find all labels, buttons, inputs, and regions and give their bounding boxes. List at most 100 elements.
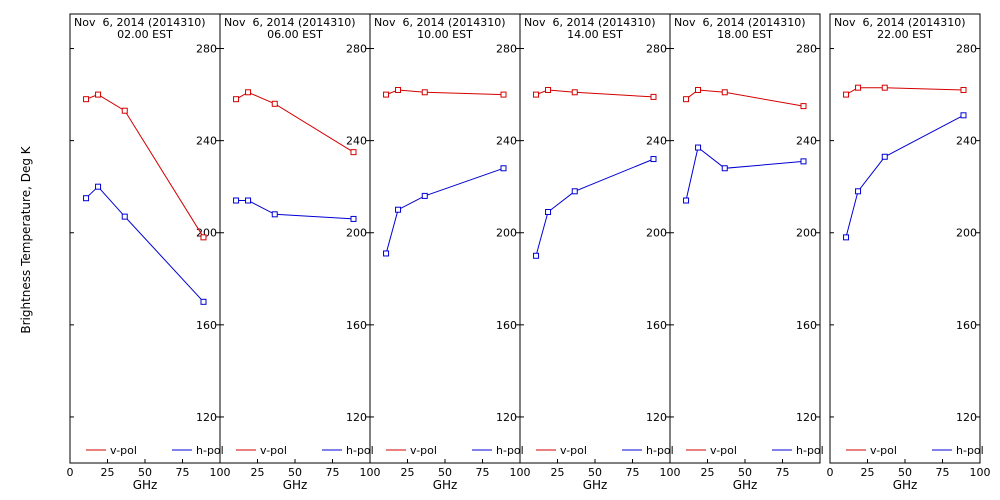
legend-label-v-pol: v-pol bbox=[110, 444, 137, 457]
panel-time-title: 02.00 EST bbox=[117, 28, 173, 41]
series-line-v-pol bbox=[535, 89, 654, 98]
data-point-h-pol bbox=[960, 112, 967, 119]
y-tick-label: 200 bbox=[496, 227, 517, 240]
series-line-h-pol bbox=[535, 158, 654, 256]
panel-time-title: 18.00 EST bbox=[717, 28, 773, 41]
x-tick-label: 50 bbox=[438, 466, 452, 479]
y-tick-label: 280 bbox=[796, 43, 817, 56]
x-tick-label: 50 bbox=[138, 466, 152, 479]
legend-label-h-pol: h-pol bbox=[956, 444, 984, 457]
panel-time-title: 14.00 EST bbox=[567, 28, 623, 41]
x-tick-label: 75 bbox=[326, 466, 340, 479]
y-tick-label: 120 bbox=[646, 411, 667, 424]
y-tick-label: 280 bbox=[346, 43, 367, 56]
x-axis-title: GHz bbox=[133, 478, 158, 492]
panel-time-title: 10.00 EST bbox=[417, 28, 473, 41]
y-tick-label: 200 bbox=[346, 227, 367, 240]
y-tick-label: 280 bbox=[496, 43, 517, 56]
y-tick-label: 120 bbox=[496, 411, 517, 424]
legend-label-v-pol: v-pol bbox=[710, 444, 737, 457]
x-tick-label: 25 bbox=[101, 466, 115, 479]
panel-date-title: Nov 6, 2014 (2014310) bbox=[374, 16, 506, 29]
x-axis-title: GHz bbox=[893, 478, 918, 492]
data-point-v-pol bbox=[960, 86, 967, 93]
series-line-v-pol bbox=[845, 87, 964, 96]
data-point-v-pol bbox=[800, 103, 807, 110]
data-point-v-pol bbox=[855, 84, 862, 91]
data-point-v-pol bbox=[383, 91, 390, 98]
data-point-v-pol bbox=[121, 107, 128, 114]
x-axis-title: GHz bbox=[433, 478, 458, 492]
x-tick-label: 25 bbox=[251, 466, 265, 479]
data-point-h-pol bbox=[233, 197, 240, 204]
data-point-h-pol bbox=[83, 195, 90, 202]
x-tick-label: 75 bbox=[776, 466, 790, 479]
x-tick-label: 100 bbox=[360, 466, 381, 479]
data-point-h-pol bbox=[383, 250, 390, 257]
y-tick-label: 280 bbox=[956, 43, 977, 56]
data-point-v-pol bbox=[395, 86, 402, 93]
y-tick-label: 240 bbox=[956, 135, 977, 148]
x-tick-label: 100 bbox=[210, 466, 231, 479]
x-axis-title: GHz bbox=[583, 478, 608, 492]
data-point-h-pol bbox=[350, 215, 357, 222]
y-tick-label: 160 bbox=[646, 319, 667, 332]
series-line-v-pol bbox=[85, 94, 204, 238]
x-tick-label: 25 bbox=[401, 466, 415, 479]
data-point-h-pol bbox=[500, 165, 507, 172]
data-point-v-pol bbox=[843, 91, 850, 98]
y-tick-label: 240 bbox=[346, 135, 367, 148]
y-tick-label: 200 bbox=[646, 227, 667, 240]
data-point-h-pol bbox=[395, 206, 402, 213]
series-line-h-pol bbox=[685, 146, 804, 201]
legend-label-h-pol: h-pol bbox=[496, 444, 524, 457]
x-tick-label: 25 bbox=[861, 466, 875, 479]
y-tick-label: 200 bbox=[796, 227, 817, 240]
legend-label-h-pol: h-pol bbox=[346, 444, 374, 457]
series-line-v-pol bbox=[685, 89, 804, 107]
data-point-v-pol bbox=[683, 96, 690, 103]
y-axis-title: Brightness Temperature, Deg K bbox=[19, 145, 33, 333]
x-axis-title: GHz bbox=[283, 478, 308, 492]
legend-label-h-pol: h-pol bbox=[646, 444, 674, 457]
data-point-v-pol bbox=[350, 149, 357, 156]
x-tick-label: 0 bbox=[827, 466, 834, 479]
data-point-h-pol bbox=[421, 192, 428, 199]
data-point-h-pol bbox=[245, 197, 252, 204]
x-tick-label: 100 bbox=[970, 466, 991, 479]
data-point-h-pol bbox=[855, 188, 862, 195]
y-tick-label: 120 bbox=[956, 411, 977, 424]
data-point-h-pol bbox=[533, 252, 540, 259]
series-line-h-pol bbox=[85, 185, 204, 303]
data-point-h-pol bbox=[545, 209, 552, 216]
data-point-h-pol bbox=[571, 188, 578, 195]
series-line-h-pol bbox=[236, 200, 354, 220]
x-tick-label: 50 bbox=[898, 466, 912, 479]
y-tick-label: 160 bbox=[956, 319, 977, 332]
data-point-h-pol bbox=[271, 211, 278, 218]
y-tick-label: 240 bbox=[196, 135, 217, 148]
series-line-h-pol bbox=[385, 167, 504, 254]
x-tick-label: 100 bbox=[510, 466, 531, 479]
data-point-h-pol bbox=[200, 298, 207, 305]
y-tick-label: 160 bbox=[196, 319, 217, 332]
y-tick-label: 240 bbox=[496, 135, 517, 148]
x-tick-label: 50 bbox=[738, 466, 752, 479]
y-tick-label: 200 bbox=[956, 227, 977, 240]
panel-date-title: Nov 6, 2014 (2014310) bbox=[674, 16, 806, 29]
y-tick-label: 120 bbox=[346, 411, 367, 424]
series-line-h-pol bbox=[845, 114, 964, 238]
x-tick-label: 75 bbox=[176, 466, 190, 479]
data-point-v-pol bbox=[533, 91, 540, 98]
y-tick-label: 240 bbox=[646, 135, 667, 148]
y-tick-label: 160 bbox=[346, 319, 367, 332]
data-point-h-pol bbox=[650, 156, 657, 163]
data-point-v-pol bbox=[271, 100, 278, 107]
data-point-v-pol bbox=[695, 86, 702, 93]
series-line-v-pol bbox=[385, 89, 504, 96]
data-point-h-pol bbox=[695, 144, 702, 151]
x-tick-label: 25 bbox=[701, 466, 715, 479]
data-point-h-pol bbox=[800, 158, 807, 165]
data-point-h-pol bbox=[721, 165, 728, 172]
panel-time-title: 06.00 EST bbox=[267, 28, 323, 41]
